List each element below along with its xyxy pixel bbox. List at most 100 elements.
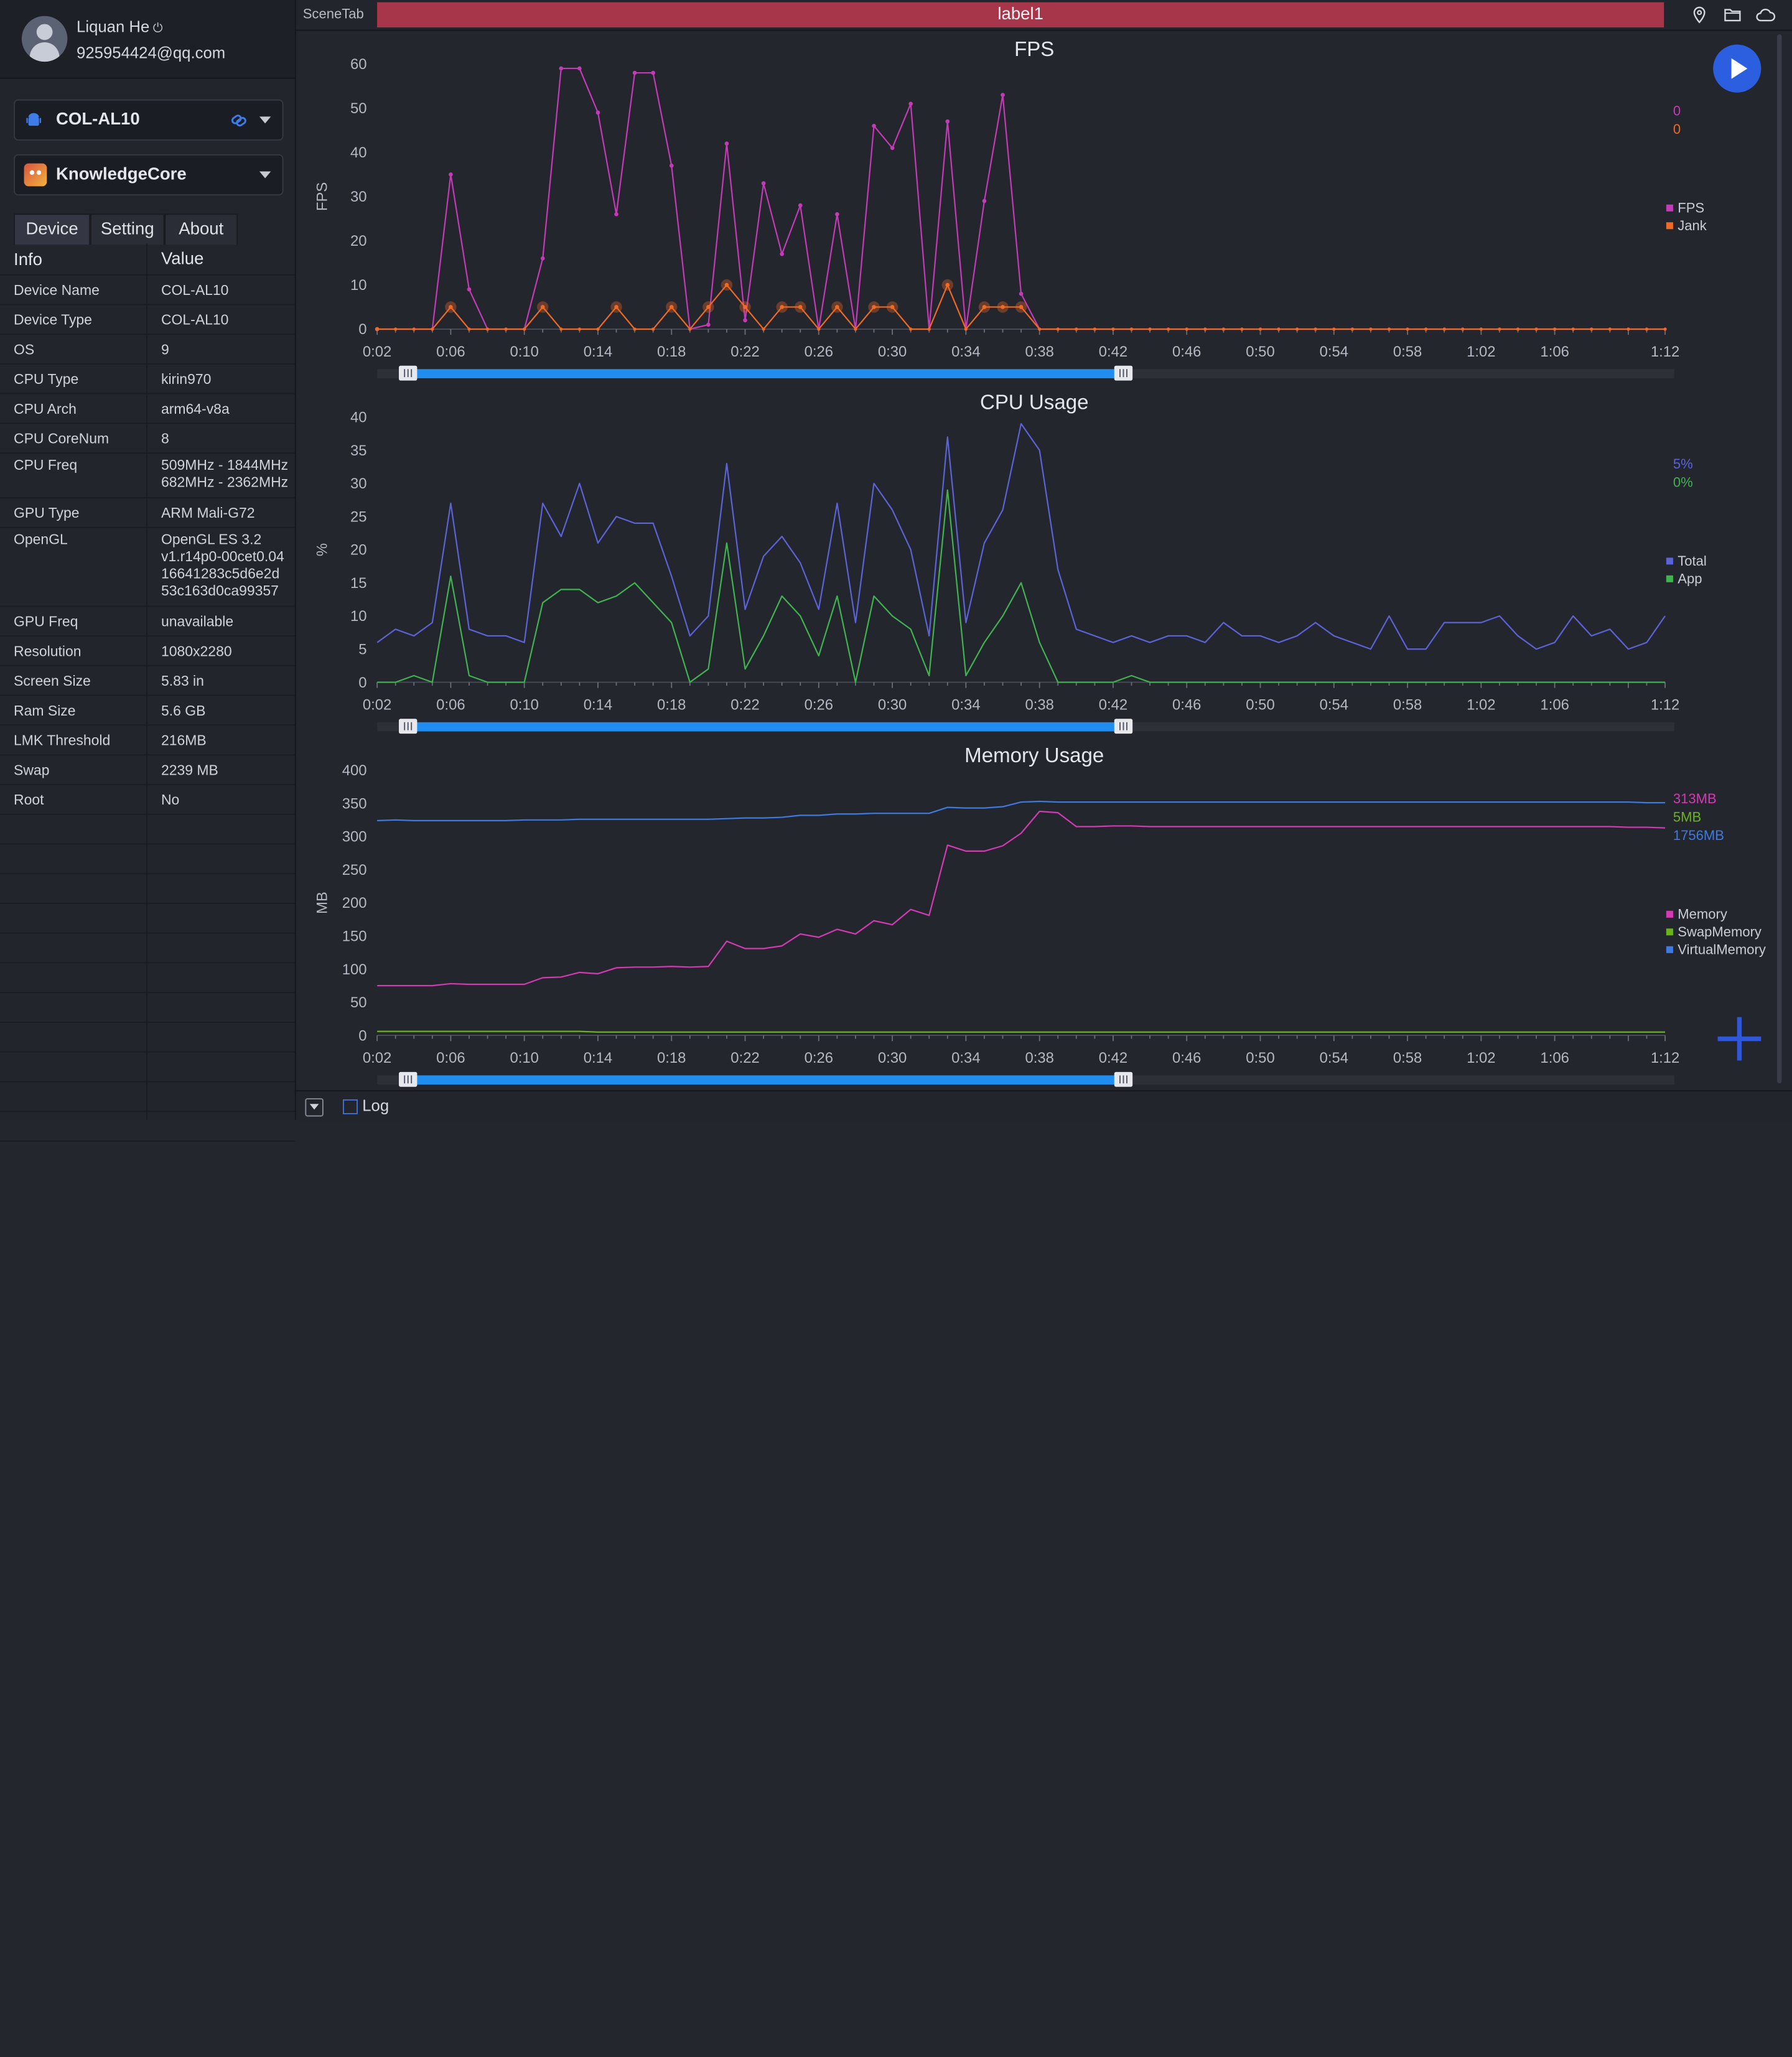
data-point <box>1203 327 1207 331</box>
info-value: ARM Mali-G72 <box>161 505 255 521</box>
tab-setting[interactable]: Setting <box>90 213 165 245</box>
scene-label[interactable]: label1 <box>377 2 1664 28</box>
data-point <box>1608 327 1612 331</box>
log-checkbox[interactable] <box>343 1099 358 1114</box>
x-tick-label: 0:30 <box>878 343 907 360</box>
info-key: CPU Arch <box>14 401 77 417</box>
data-point <box>1406 327 1409 331</box>
tab-about[interactable]: About <box>164 213 238 245</box>
legend-entry[interactable]: SwapMemory <box>1678 924 1762 940</box>
column-header-info: Info <box>14 250 43 270</box>
data-point <box>467 287 472 292</box>
x-tick-label: 0:22 <box>730 1050 759 1066</box>
y-tick-label: 150 <box>342 928 367 945</box>
x-tick-label: 0:34 <box>951 697 980 714</box>
data-point <box>1479 327 1483 331</box>
series-line-fps <box>377 67 1666 330</box>
y-tick-label: 40 <box>350 144 367 161</box>
play-button[interactable] <box>1713 44 1762 93</box>
data-point <box>1387 327 1391 331</box>
table-row-empty <box>0 933 295 964</box>
data-point <box>780 305 784 309</box>
data-point <box>927 327 931 331</box>
location-pin-icon[interactable] <box>1691 6 1709 24</box>
table-row: OpenGL OpenGL ES 3.2 v1.r14p0-00cet0.04 1… <box>0 527 295 607</box>
info-value: COL-AL10 <box>161 282 229 299</box>
legend-entry[interactable]: Memory <box>1678 907 1727 922</box>
link-icon[interactable] <box>230 111 248 129</box>
table-row: LMK Threshold 216MB <box>0 724 295 756</box>
power-icon[interactable]: ⏻ <box>152 21 163 35</box>
data-point <box>798 305 803 309</box>
add-button[interactable] <box>1717 1017 1762 1061</box>
table-row: CPU Arch arm64-v8a <box>0 393 295 424</box>
y-tick-label: 0 <box>358 321 366 338</box>
data-point <box>964 327 968 331</box>
table-row: Device Type COL-AL10 <box>0 304 295 335</box>
scrollbar[interactable] <box>1775 34 1784 1084</box>
x-tick-label: 1:06 <box>1540 697 1569 714</box>
legend-swatch <box>1666 204 1673 212</box>
user-name: Liquan He <box>77 17 150 35</box>
data-point <box>1424 327 1428 331</box>
info-key: GPU Freq <box>14 613 78 630</box>
tab-device[interactable]: Device <box>14 213 91 245</box>
table-row-empty <box>0 992 295 1023</box>
toggle-panel-button[interactable] <box>305 1098 324 1117</box>
sidebar: Liquan He ⏻ 925954424@qq.com COL-AL10 Kno… <box>0 0 296 1142</box>
legend-entry[interactable]: VirtualMemory <box>1678 942 1766 958</box>
table-row: CPU Freq 509MHz - 1844MHz 682MHz - 2362MH… <box>0 452 295 498</box>
info-key: Swap <box>14 762 50 778</box>
top-icons <box>1681 6 1776 24</box>
x-tick-label: 0:14 <box>584 1050 612 1066</box>
zoom-slider-range[interactable] <box>408 369 1124 378</box>
data-point <box>651 327 655 331</box>
x-tick-label: 0:58 <box>1393 1050 1422 1066</box>
info-value: COL-AL10 <box>161 312 229 329</box>
table-row-empty <box>0 814 295 845</box>
scrollbar-thumb[interactable] <box>1777 34 1782 1084</box>
y-tick-label: 50 <box>350 100 367 117</box>
y-tick-label: 250 <box>342 862 367 879</box>
x-tick-label: 0:50 <box>1246 1050 1274 1066</box>
info-key: Resolution <box>14 643 82 660</box>
info-key: Device Name <box>14 282 100 299</box>
series-line-app <box>377 489 1666 683</box>
data-point <box>540 305 545 309</box>
folder-icon[interactable] <box>1723 6 1741 24</box>
scene-tab[interactable]: SceneTab <box>302 6 364 22</box>
x-tick-label: 0:30 <box>878 1050 907 1066</box>
data-point <box>1093 327 1096 331</box>
device-select[interactable]: COL-AL10 <box>14 99 284 141</box>
info-value: 5.83 in <box>161 673 204 689</box>
zoom-slider-range[interactable] <box>408 722 1124 732</box>
data-point <box>1148 327 1152 331</box>
x-tick-label: 0:58 <box>1393 697 1422 714</box>
table-row-empty <box>0 1081 295 1112</box>
x-tick-label: 0:34 <box>951 1050 980 1066</box>
table-row: Device Name COL-AL10 <box>0 274 295 306</box>
legend-entry[interactable]: Total <box>1678 553 1707 569</box>
legend-entry[interactable]: FPS <box>1678 200 1704 216</box>
legend-swatch <box>1666 910 1673 918</box>
data-point <box>743 305 747 309</box>
data-point <box>1019 305 1024 309</box>
x-tick-label: 0:10 <box>510 1050 538 1066</box>
data-point <box>577 327 581 331</box>
x-tick-label: 1:12 <box>1651 697 1679 714</box>
legend-entry[interactable]: App <box>1678 571 1702 587</box>
chevron-down-icon[interactable] <box>259 116 271 124</box>
data-point <box>1350 327 1354 331</box>
legend-entry[interactable]: Jank <box>1678 218 1707 233</box>
app-select[interactable]: KnowledgeCore <box>14 154 284 196</box>
info-key: Device Type <box>14 312 92 329</box>
data-point <box>1258 327 1262 331</box>
data-point <box>762 327 765 331</box>
data-point <box>577 66 582 71</box>
zoom-slider-range[interactable] <box>408 1075 1124 1085</box>
chevron-down-icon[interactable] <box>259 171 271 179</box>
y-axis-label: MB <box>314 892 330 914</box>
cloud-icon[interactable] <box>1755 6 1776 24</box>
avatar[interactable] <box>21 16 68 62</box>
data-point <box>909 327 913 331</box>
